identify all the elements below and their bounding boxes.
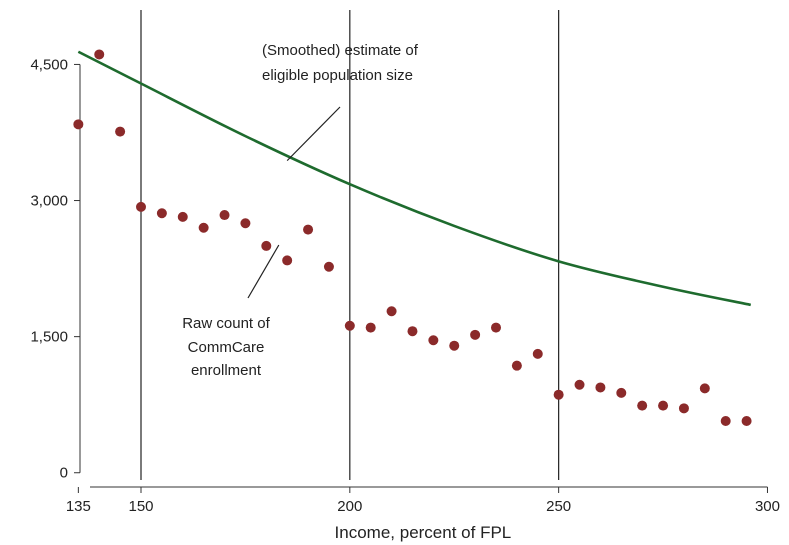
enrollment-point	[344, 320, 355, 331]
enrollment-point	[699, 383, 710, 394]
enrollment-point	[637, 400, 648, 411]
enrollment-point	[553, 389, 564, 400]
enrollment-point	[115, 126, 126, 137]
y-tick-label: 4,500	[30, 56, 68, 73]
enrollment-point	[386, 306, 397, 317]
enrollment-point	[261, 240, 272, 251]
enrollment-point	[198, 222, 209, 233]
tick-labels: 135 150 200 250 300 0 1,500 3,000 4,500	[30, 56, 780, 515]
enrollment-point	[282, 255, 293, 266]
enrollment-point	[720, 416, 731, 427]
annotation-enrollment-text: CommCare	[188, 339, 265, 356]
enrollment-point	[595, 382, 606, 393]
enrollment-point	[73, 119, 84, 130]
smoothed-estimate-line	[77, 50, 752, 307]
y-tick-label: 3,000	[30, 193, 68, 210]
vertical-reference-lines	[140, 10, 560, 480]
enrollment-point	[94, 49, 105, 60]
annotation-smoothed-text: (Smoothed) estimate of	[262, 42, 419, 59]
annotation-enrollment-text: Raw count of	[182, 315, 270, 332]
y-tick-label: 1,500	[30, 329, 68, 346]
annotation-enrollment-pointer	[247, 244, 280, 299]
enrollment-point	[428, 335, 439, 346]
enrollment-point	[491, 322, 501, 333]
enrollment-point	[470, 329, 481, 340]
enrollment-point	[616, 387, 627, 398]
axes	[74, 63, 768, 493]
enrollment-point	[574, 379, 585, 390]
enrollment-point	[156, 208, 167, 219]
annotation-smoothed-text: eligible population size	[262, 67, 413, 84]
enrollment-point	[511, 360, 522, 371]
enrollment-point	[365, 322, 376, 333]
enrollment-point	[136, 201, 146, 212]
enrollment-point	[449, 340, 460, 351]
enrollment-point	[323, 261, 334, 272]
enrollment-point	[532, 348, 543, 359]
enrollment-point	[658, 400, 669, 411]
x-axis-label: Income, percent of FPL	[335, 523, 512, 542]
enrollment-point	[303, 224, 314, 235]
enrollment-point	[219, 210, 230, 221]
annotation-smoothed-pointer	[286, 106, 341, 162]
x-tick-label: 300	[755, 498, 780, 515]
enrollment-point	[407, 326, 418, 337]
y-tick-label: 0	[60, 465, 68, 482]
enrollment-point	[177, 211, 188, 222]
x-tick-label: 250	[546, 498, 571, 515]
enrollment-point	[240, 218, 251, 229]
plot-area	[73, 49, 752, 427]
x-tick-label: 200	[337, 498, 362, 515]
enrollment-point	[741, 416, 752, 427]
x-tick-label: 150	[128, 498, 153, 515]
enrollment-point	[678, 403, 689, 414]
x-tick-label: 135	[66, 498, 91, 515]
annotations: (Smoothed) estimate of eligible populatio…	[182, 42, 419, 379]
annotation-enrollment-text: enrollment	[191, 362, 262, 379]
